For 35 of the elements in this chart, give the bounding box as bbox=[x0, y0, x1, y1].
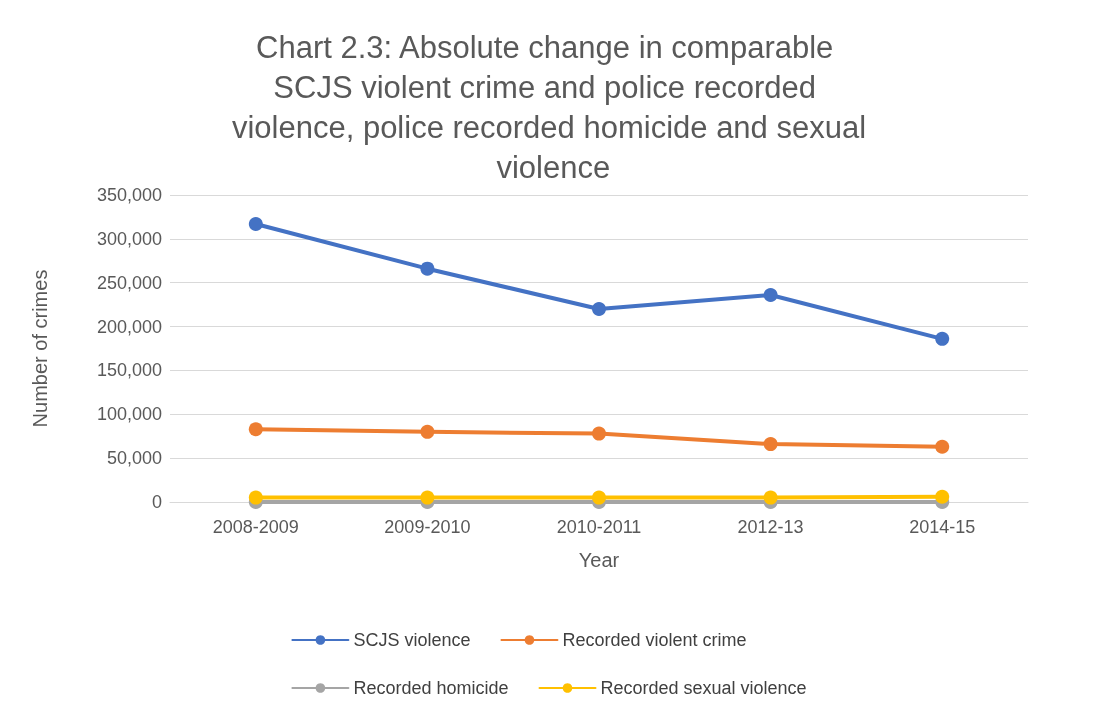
y-axis-title: Number of crimes bbox=[29, 269, 51, 428]
legend-label: SCJS violence bbox=[353, 630, 471, 650]
y-tick-label: 0 bbox=[151, 492, 162, 512]
legend-label: Recorded homicide bbox=[353, 678, 509, 698]
x-axis-title: Year bbox=[578, 549, 620, 571]
chart-title: Chart 2.3: Absolute change in comparable SCJS violent crime and police recorded violence, police recorded homicide and sexual violence bbox=[231, 29, 867, 185]
point bbox=[592, 302, 606, 317]
y-tick-label: 250,000 bbox=[96, 272, 162, 293]
y-tick-label: 100,000 bbox=[96, 404, 162, 425]
y-tick-label: 50,000 bbox=[106, 448, 162, 469]
x-tick-label: 2008-2009 bbox=[212, 517, 299, 537]
point bbox=[592, 426, 606, 441]
x-tick-label: 2010-2011 bbox=[556, 517, 642, 537]
point bbox=[763, 490, 778, 505]
legend-label: Recorded violent crime bbox=[562, 630, 747, 650]
point bbox=[248, 490, 263, 505]
x-tick-label: 2009-2010 bbox=[384, 517, 471, 537]
y-tick-label: 150,000 bbox=[96, 360, 162, 381]
y-tick-label: 350,000 bbox=[96, 185, 162, 205]
y-tick-label: 200,000 bbox=[96, 316, 162, 337]
point bbox=[935, 439, 950, 454]
point bbox=[763, 288, 778, 302]
x-tick-label: 2012-13 bbox=[737, 517, 804, 537]
point bbox=[248, 216, 263, 231]
point bbox=[420, 261, 435, 276]
point bbox=[248, 422, 263, 437]
point bbox=[420, 424, 435, 439]
point bbox=[592, 490, 606, 505]
point bbox=[763, 437, 778, 452]
point bbox=[935, 331, 950, 346]
point bbox=[935, 489, 950, 504]
point bbox=[420, 490, 435, 505]
legend-label: Recorded sexual violence bbox=[600, 678, 807, 698]
y-tick-label: 300,000 bbox=[96, 228, 162, 249]
x-tick-label: 2014-15 bbox=[909, 517, 976, 537]
